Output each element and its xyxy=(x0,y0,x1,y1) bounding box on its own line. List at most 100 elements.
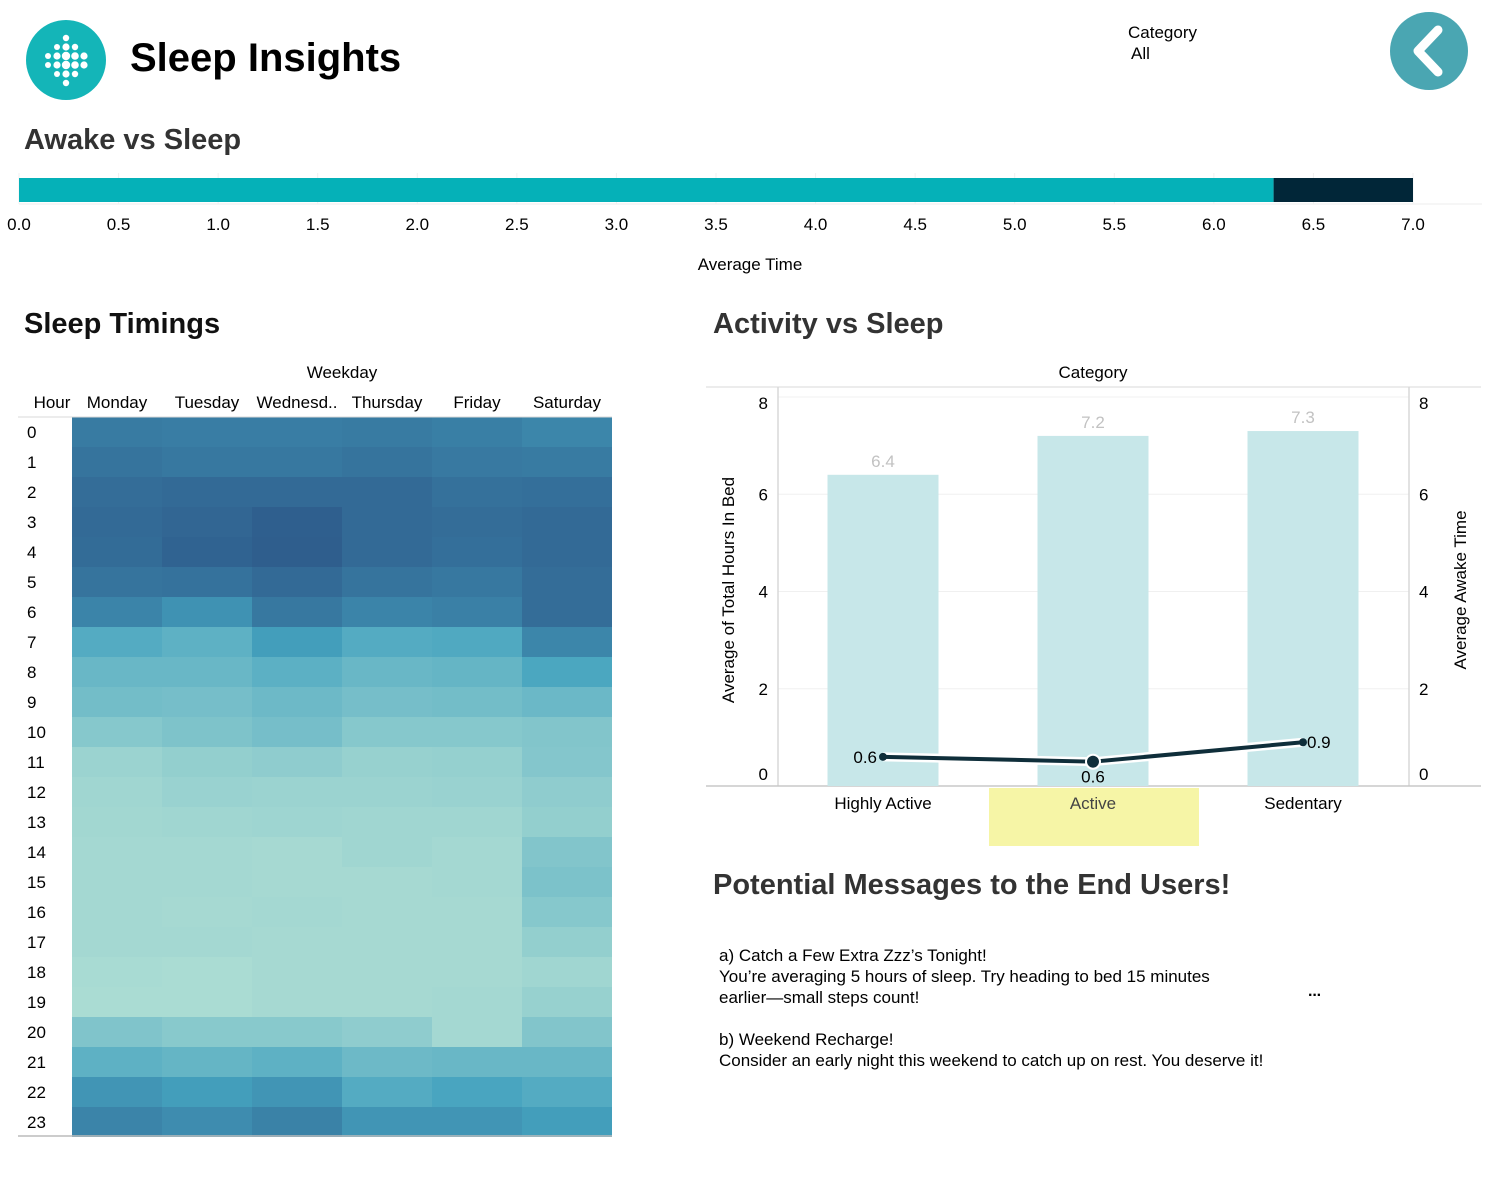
heatmap-cell[interactable] xyxy=(252,897,342,927)
heatmap-cell[interactable] xyxy=(162,747,252,777)
heatmap-cell[interactable] xyxy=(342,777,432,807)
heatmap-cell[interactable] xyxy=(432,657,522,687)
heatmap-cell[interactable] xyxy=(522,627,612,657)
heatmap-cell[interactable] xyxy=(162,1107,252,1137)
heatmap-cell[interactable] xyxy=(432,1077,522,1107)
heatmap-cell[interactable] xyxy=(522,687,612,717)
heatmap-cell[interactable] xyxy=(432,537,522,567)
heatmap-cell[interactable] xyxy=(342,537,432,567)
activity-category-label[interactable]: Sedentary xyxy=(1264,794,1342,813)
heatmap-cell[interactable] xyxy=(72,627,162,657)
activity-bar[interactable] xyxy=(1037,435,1149,786)
heatmap-cell[interactable] xyxy=(72,717,162,747)
heatmap-cell[interactable] xyxy=(162,987,252,1017)
heatmap-cell[interactable] xyxy=(252,717,342,747)
heatmap-cell[interactable] xyxy=(72,597,162,627)
heatmap-cell[interactable] xyxy=(342,417,432,447)
heatmap-cell[interactable] xyxy=(162,717,252,747)
heatmap-cell[interactable] xyxy=(522,897,612,927)
heatmap-cell[interactable] xyxy=(72,1047,162,1077)
heatmap-cell[interactable] xyxy=(432,927,522,957)
activity-bar[interactable] xyxy=(1247,431,1359,786)
heatmap-cell[interactable] xyxy=(342,867,432,897)
heatmap-cell[interactable] xyxy=(432,1017,522,1047)
heatmap-cell[interactable] xyxy=(252,687,342,717)
heatmap-cell[interactable] xyxy=(162,537,252,567)
heatmap-cell[interactable] xyxy=(342,597,432,627)
heatmap-cell[interactable] xyxy=(72,777,162,807)
heatmap-cell[interactable] xyxy=(162,1047,252,1077)
heatmap-cell[interactable] xyxy=(342,1107,432,1137)
heatmap-cell[interactable] xyxy=(72,567,162,597)
heatmap-cell[interactable] xyxy=(342,807,432,837)
heatmap-cell[interactable] xyxy=(342,717,432,747)
heatmap-cell[interactable] xyxy=(522,1047,612,1077)
heatmap-cell[interactable] xyxy=(522,777,612,807)
heatmap-cell[interactable] xyxy=(432,777,522,807)
heatmap-cell[interactable] xyxy=(252,537,342,567)
heatmap-cell[interactable] xyxy=(72,1077,162,1107)
heatmap-cell[interactable] xyxy=(432,477,522,507)
heatmap-cell[interactable] xyxy=(72,537,162,567)
heatmap-cell[interactable] xyxy=(432,717,522,747)
heatmap-cell[interactable] xyxy=(522,717,612,747)
awake-sleep-bar-segment[interactable] xyxy=(1273,178,1413,202)
heatmap-cell[interactable] xyxy=(162,777,252,807)
activity-bar[interactable] xyxy=(827,474,939,786)
heatmap-cell[interactable] xyxy=(162,957,252,987)
heatmap-cell[interactable] xyxy=(162,687,252,717)
heatmap-cell[interactable] xyxy=(252,807,342,837)
awake-sleep-bar-segment[interactable] xyxy=(19,178,1274,202)
heatmap-cell[interactable] xyxy=(522,657,612,687)
heatmap-cell[interactable] xyxy=(162,417,252,447)
heatmap-cell[interactable] xyxy=(432,567,522,597)
heatmap-cell[interactable] xyxy=(432,987,522,1017)
heatmap-cell[interactable] xyxy=(72,987,162,1017)
heatmap-cell[interactable] xyxy=(522,597,612,627)
heatmap-cell[interactable] xyxy=(432,627,522,657)
heatmap-cell[interactable] xyxy=(342,1077,432,1107)
heatmap-cell[interactable] xyxy=(72,957,162,987)
heatmap-cell[interactable] xyxy=(432,507,522,537)
heatmap-cell[interactable] xyxy=(342,987,432,1017)
activity-category-label[interactable]: Active xyxy=(1070,794,1116,813)
heatmap-cell[interactable] xyxy=(342,897,432,927)
heatmap-cell[interactable] xyxy=(342,627,432,657)
heatmap-cell[interactable] xyxy=(522,507,612,537)
heatmap-cell[interactable] xyxy=(72,507,162,537)
heatmap-cell[interactable] xyxy=(72,687,162,717)
heatmap-cell[interactable] xyxy=(522,537,612,567)
heatmap-cell[interactable] xyxy=(342,507,432,537)
heatmap-cell[interactable] xyxy=(72,927,162,957)
heatmap-cell[interactable] xyxy=(72,477,162,507)
heatmap-cell[interactable] xyxy=(522,957,612,987)
heatmap-cell[interactable] xyxy=(252,567,342,597)
heatmap-cell[interactable] xyxy=(162,867,252,897)
heatmap-cell[interactable] xyxy=(252,837,342,867)
heatmap-cell[interactable] xyxy=(72,747,162,777)
heatmap-cell[interactable] xyxy=(342,477,432,507)
heatmap-cell[interactable] xyxy=(72,1107,162,1137)
heatmap-cell[interactable] xyxy=(252,507,342,537)
heatmap-cell[interactable] xyxy=(162,927,252,957)
heatmap-cell[interactable] xyxy=(72,657,162,687)
heatmap-cell[interactable] xyxy=(432,1047,522,1077)
heatmap-cell[interactable] xyxy=(522,1107,612,1137)
heatmap-cell[interactable] xyxy=(522,567,612,597)
awake-time-point[interactable] xyxy=(1299,738,1307,747)
heatmap-cell[interactable] xyxy=(162,897,252,927)
heatmap-cell[interactable] xyxy=(162,1017,252,1047)
heatmap-cell[interactable] xyxy=(522,447,612,477)
heatmap-cell[interactable] xyxy=(72,837,162,867)
heatmap-cell[interactable] xyxy=(342,837,432,867)
heatmap-cell[interactable] xyxy=(162,657,252,687)
heatmap-cell[interactable] xyxy=(342,747,432,777)
heatmap-cell[interactable] xyxy=(522,927,612,957)
heatmap-cell[interactable] xyxy=(432,747,522,777)
heatmap-cell[interactable] xyxy=(522,987,612,1017)
heatmap-cell[interactable] xyxy=(522,1017,612,1047)
heatmap-cell[interactable] xyxy=(252,777,342,807)
heatmap-cell[interactable] xyxy=(72,447,162,477)
heatmap-cell[interactable] xyxy=(342,567,432,597)
heatmap-cell[interactable] xyxy=(252,1107,342,1137)
